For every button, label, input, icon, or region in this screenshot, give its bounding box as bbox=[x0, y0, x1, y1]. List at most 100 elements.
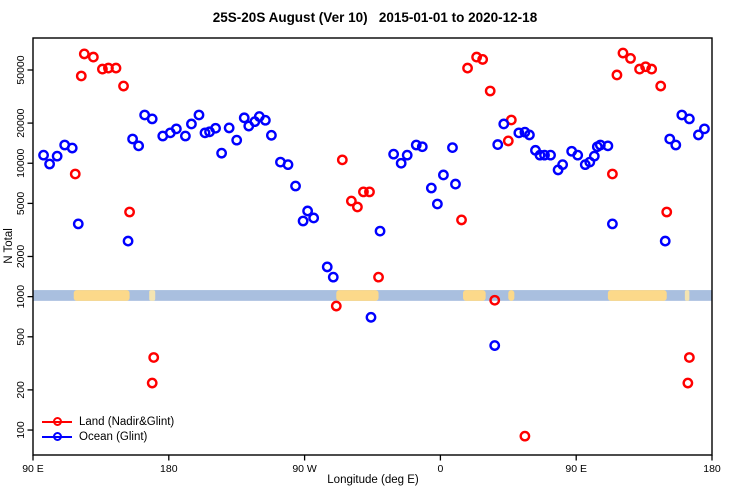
data-point bbox=[193, 109, 205, 121]
data-point bbox=[127, 133, 138, 145]
data-point bbox=[87, 51, 99, 63]
legend-item-land: Land (Nadir&Glint) bbox=[42, 414, 174, 429]
data-point bbox=[336, 154, 348, 166]
y-tick-label: 5000 bbox=[15, 192, 27, 216]
chart-title: 25S-20S August (Ver 10) 2015-01-01 to 20… bbox=[212, 10, 538, 25]
data-point bbox=[670, 139, 682, 151]
data-point bbox=[545, 149, 556, 161]
data-point bbox=[69, 168, 81, 180]
data-point bbox=[484, 85, 496, 97]
data-point bbox=[302, 205, 314, 217]
land-legend-marker-icon bbox=[42, 416, 72, 427]
data-point bbox=[231, 134, 243, 146]
data-point bbox=[447, 142, 458, 153]
data-point bbox=[373, 271, 384, 283]
data-point bbox=[282, 159, 294, 171]
data-point bbox=[431, 198, 443, 210]
data-point bbox=[617, 47, 629, 59]
data-point bbox=[646, 63, 658, 75]
data-point bbox=[664, 133, 676, 145]
data-point bbox=[502, 135, 514, 147]
data-point bbox=[199, 127, 211, 139]
legend-item-ocean: Ocean (Glint) bbox=[42, 429, 174, 444]
data-point bbox=[539, 149, 550, 161]
land-patch bbox=[463, 290, 486, 301]
axes: 90 E 180 90 W 0 90 E 180 100 200 500 1000 2000 5000… bbox=[15, 55, 721, 475]
data-point bbox=[659, 235, 671, 247]
ocean-legend-marker-icon bbox=[42, 431, 72, 442]
data-point bbox=[524, 129, 535, 141]
data-point bbox=[345, 195, 357, 207]
data-point bbox=[266, 129, 277, 141]
data-point bbox=[401, 149, 413, 161]
data-point bbox=[148, 352, 160, 363]
data-point bbox=[327, 271, 339, 283]
data-point bbox=[462, 62, 473, 74]
data-point bbox=[133, 140, 145, 152]
x-tick-label: 90 W bbox=[292, 463, 317, 475]
data-point bbox=[352, 201, 363, 213]
data-point bbox=[602, 140, 614, 152]
x-tick-label: 90 E bbox=[565, 463, 587, 475]
faint-land-patch bbox=[149, 290, 156, 301]
plot-border bbox=[32, 37, 713, 456]
data-point bbox=[534, 149, 546, 161]
data-point bbox=[438, 169, 449, 181]
data-point bbox=[365, 311, 377, 323]
data-point bbox=[410, 139, 422, 151]
data-point bbox=[450, 178, 461, 190]
legend-label-land: Land (Nadir&Glint) bbox=[79, 415, 175, 428]
data-point bbox=[146, 377, 158, 389]
x-tick-label: 180 bbox=[160, 463, 178, 475]
data-point bbox=[489, 294, 501, 306]
data-point bbox=[290, 180, 301, 192]
data-point bbox=[170, 123, 182, 135]
x-axis-label: Longitude (deg E) bbox=[327, 474, 419, 486]
data-point bbox=[44, 158, 55, 170]
data-point bbox=[38, 149, 49, 161]
data-point bbox=[416, 141, 428, 153]
data-point bbox=[611, 69, 623, 81]
data-point bbox=[110, 62, 122, 74]
data-point bbox=[308, 212, 320, 224]
data-point bbox=[97, 63, 108, 75]
data-point bbox=[179, 130, 191, 142]
land-patch bbox=[336, 290, 379, 301]
data-point bbox=[607, 218, 618, 230]
data-point bbox=[223, 122, 235, 134]
x-tick-label: 0 bbox=[437, 463, 443, 475]
y-tick-label: 2000 bbox=[15, 245, 27, 269]
data-point bbox=[693, 129, 704, 141]
data-point bbox=[498, 118, 510, 130]
y-tick-label: 1000 bbox=[15, 285, 27, 309]
data-point bbox=[471, 51, 483, 63]
data-point bbox=[78, 48, 90, 60]
data-point bbox=[625, 52, 636, 64]
data-point bbox=[118, 80, 129, 92]
data-point bbox=[122, 235, 134, 247]
data-point bbox=[572, 149, 584, 161]
data-point bbox=[238, 112, 250, 124]
data-point bbox=[640, 61, 652, 73]
data-point bbox=[477, 54, 489, 65]
legend: Land (Nadir&Glint) Ocean (Glint) bbox=[42, 414, 174, 444]
y-tick-label: 50000 bbox=[15, 55, 27, 84]
data-point bbox=[588, 150, 600, 162]
y-tick-label: 200 bbox=[15, 381, 27, 399]
data-point bbox=[388, 148, 400, 160]
land-patch bbox=[73, 290, 130, 301]
data-point bbox=[634, 63, 645, 75]
data-point bbox=[655, 80, 667, 92]
data-point bbox=[321, 261, 333, 273]
faint-land-patch bbox=[684, 290, 690, 301]
data-point bbox=[72, 218, 84, 230]
data-point bbox=[395, 157, 407, 169]
y-tick-label: 20000 bbox=[15, 108, 27, 137]
data-point bbox=[557, 159, 569, 171]
data-point bbox=[519, 430, 531, 442]
ocean-points bbox=[38, 109, 710, 351]
data-point bbox=[699, 123, 710, 135]
data-point bbox=[186, 118, 197, 130]
